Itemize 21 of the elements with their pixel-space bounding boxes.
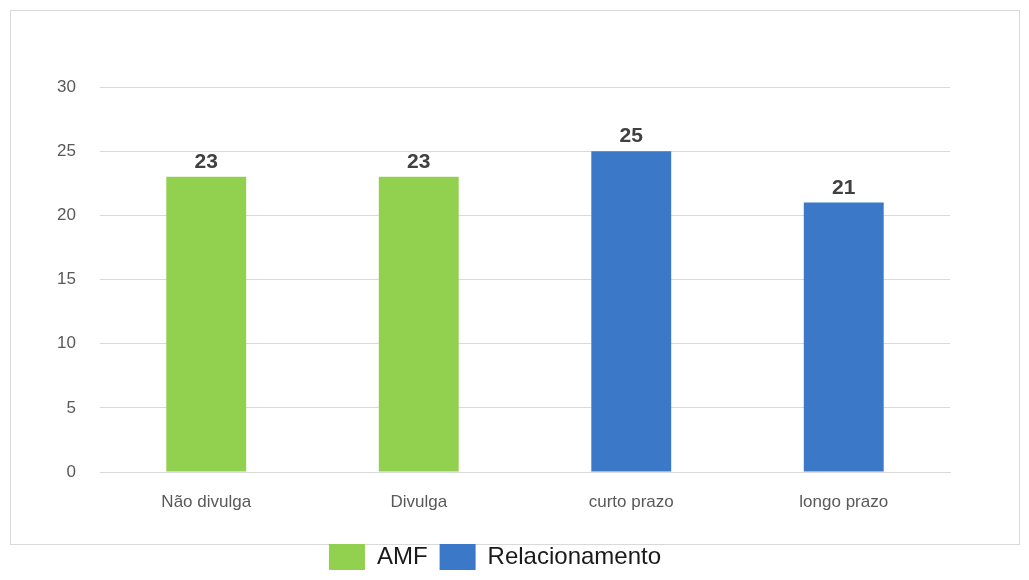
y-tick-label: 10 bbox=[57, 333, 76, 353]
y-tick-label: 0 bbox=[66, 461, 76, 481]
x-tick-label: Divulga bbox=[390, 491, 448, 511]
bar bbox=[803, 202, 884, 472]
x-tick-label: Não divulga bbox=[161, 491, 252, 511]
bar bbox=[378, 176, 459, 472]
y-tick-label: 30 bbox=[57, 76, 76, 96]
data-label: 23 bbox=[194, 149, 218, 173]
bar bbox=[591, 151, 672, 472]
bar bbox=[166, 176, 247, 472]
x-tick-label: curto prazo bbox=[588, 491, 674, 511]
x-tick-label: longo prazo bbox=[799, 491, 889, 511]
y-tick-label: 5 bbox=[66, 397, 76, 417]
legend-label: Relacionamento bbox=[487, 541, 662, 569]
y-tick-label: 15 bbox=[57, 269, 76, 289]
data-label: 21 bbox=[832, 174, 856, 198]
y-tick-label: 20 bbox=[57, 205, 76, 225]
data-label: 23 bbox=[407, 149, 431, 173]
y-tick-label: 25 bbox=[57, 140, 76, 160]
legend-label: AMF bbox=[376, 541, 428, 569]
data-label: 25 bbox=[619, 123, 644, 147]
